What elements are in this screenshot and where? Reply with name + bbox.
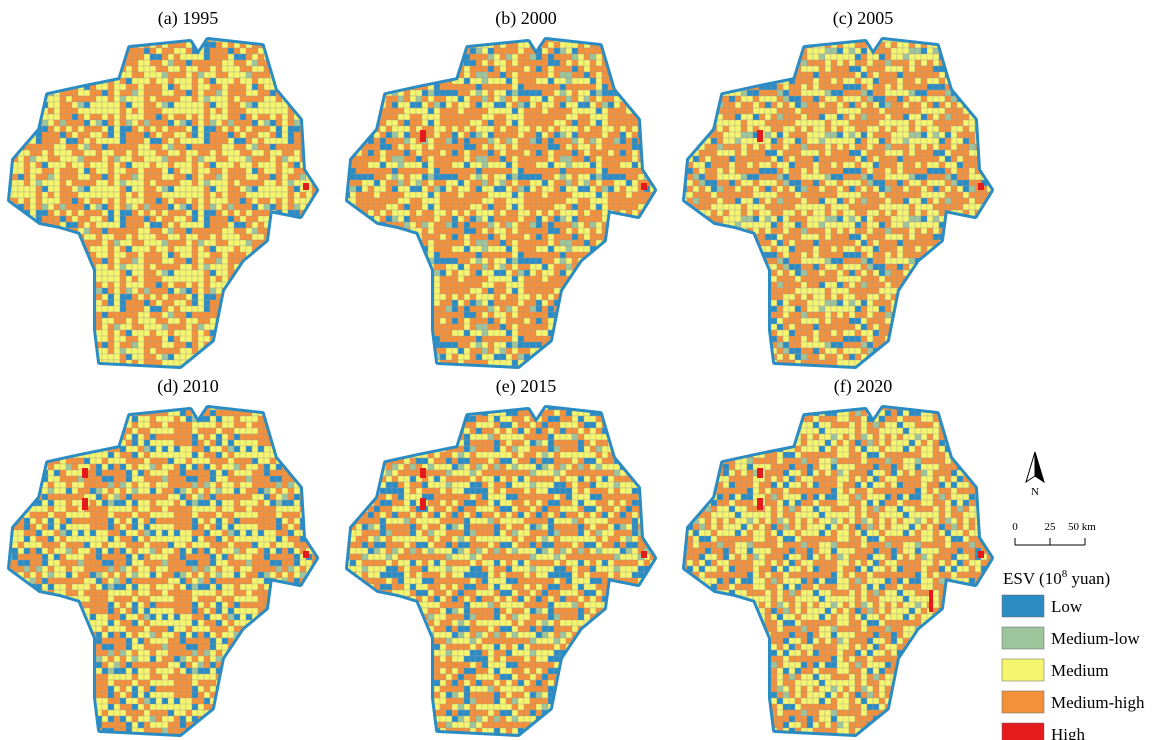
scale-label: 0: [1012, 521, 1018, 533]
legend-label: Medium-low: [1051, 629, 1140, 648]
region-map: [10, 408, 316, 734]
region-map: [685, 40, 991, 366]
map-panel: (f) 2020: [685, 376, 991, 734]
region-map: [348, 40, 654, 366]
high-cell: [978, 183, 984, 190]
legend-label: Medium-high: [1051, 693, 1145, 712]
north-arrow: N: [1026, 452, 1044, 498]
high-cell: [757, 130, 763, 142]
panel-title: (e) 2015: [496, 376, 556, 397]
map-panel: (a) 1995: [10, 8, 316, 366]
panel-title: (c) 2005: [833, 8, 893, 29]
high-cell: [420, 468, 426, 478]
scale-bar: 0 25 50 km: [1012, 521, 1096, 545]
figure: (a) 1995 (b) 2000 (c) 2005 (d) 2010 (e) 2015…: [0, 0, 1171, 740]
map-panel: (c) 2005: [685, 8, 991, 366]
legend-swatch: [1002, 627, 1044, 649]
map-panel: (b) 2000: [348, 8, 654, 366]
high-cell: [757, 498, 763, 510]
north-label: N: [1031, 486, 1039, 498]
high-cell: [641, 551, 647, 558]
panel-title: (f) 2020: [834, 376, 892, 397]
high-cell: [978, 551, 984, 558]
high-cell: [303, 183, 309, 190]
high-cell: [641, 183, 647, 190]
panel-title: (a) 1995: [158, 8, 218, 29]
high-cell: [420, 130, 426, 142]
region-map: [348, 408, 654, 734]
legend-swatch: [1002, 691, 1044, 713]
high-cell: [303, 551, 309, 558]
map-panel: (e) 2015: [348, 376, 654, 734]
high-cell: [929, 590, 933, 612]
legend-swatch: [1002, 595, 1044, 617]
high-cell: [757, 468, 763, 478]
scale-label: 50 km: [1068, 521, 1096, 533]
legend-label: Medium: [1051, 661, 1109, 680]
panel-title: (b) 2000: [495, 8, 557, 29]
legend-title: ESV (108 yuan): [1003, 568, 1110, 588]
legend: Low Medium-low Medium Medium-high High: [1002, 595, 1145, 740]
legend-label: High: [1051, 725, 1086, 740]
legend-swatch: [1002, 659, 1044, 681]
region-map: [685, 408, 991, 734]
map-panel: (d) 2010: [10, 376, 316, 734]
high-cell: [82, 498, 88, 510]
region-map: [10, 40, 316, 366]
scale-label: 25: [1045, 521, 1057, 533]
high-cell: [420, 498, 426, 510]
legend-swatch: [1002, 723, 1044, 740]
panel-title: (d) 2010: [157, 376, 219, 397]
legend-label: Low: [1051, 597, 1083, 616]
high-cell: [82, 468, 88, 478]
